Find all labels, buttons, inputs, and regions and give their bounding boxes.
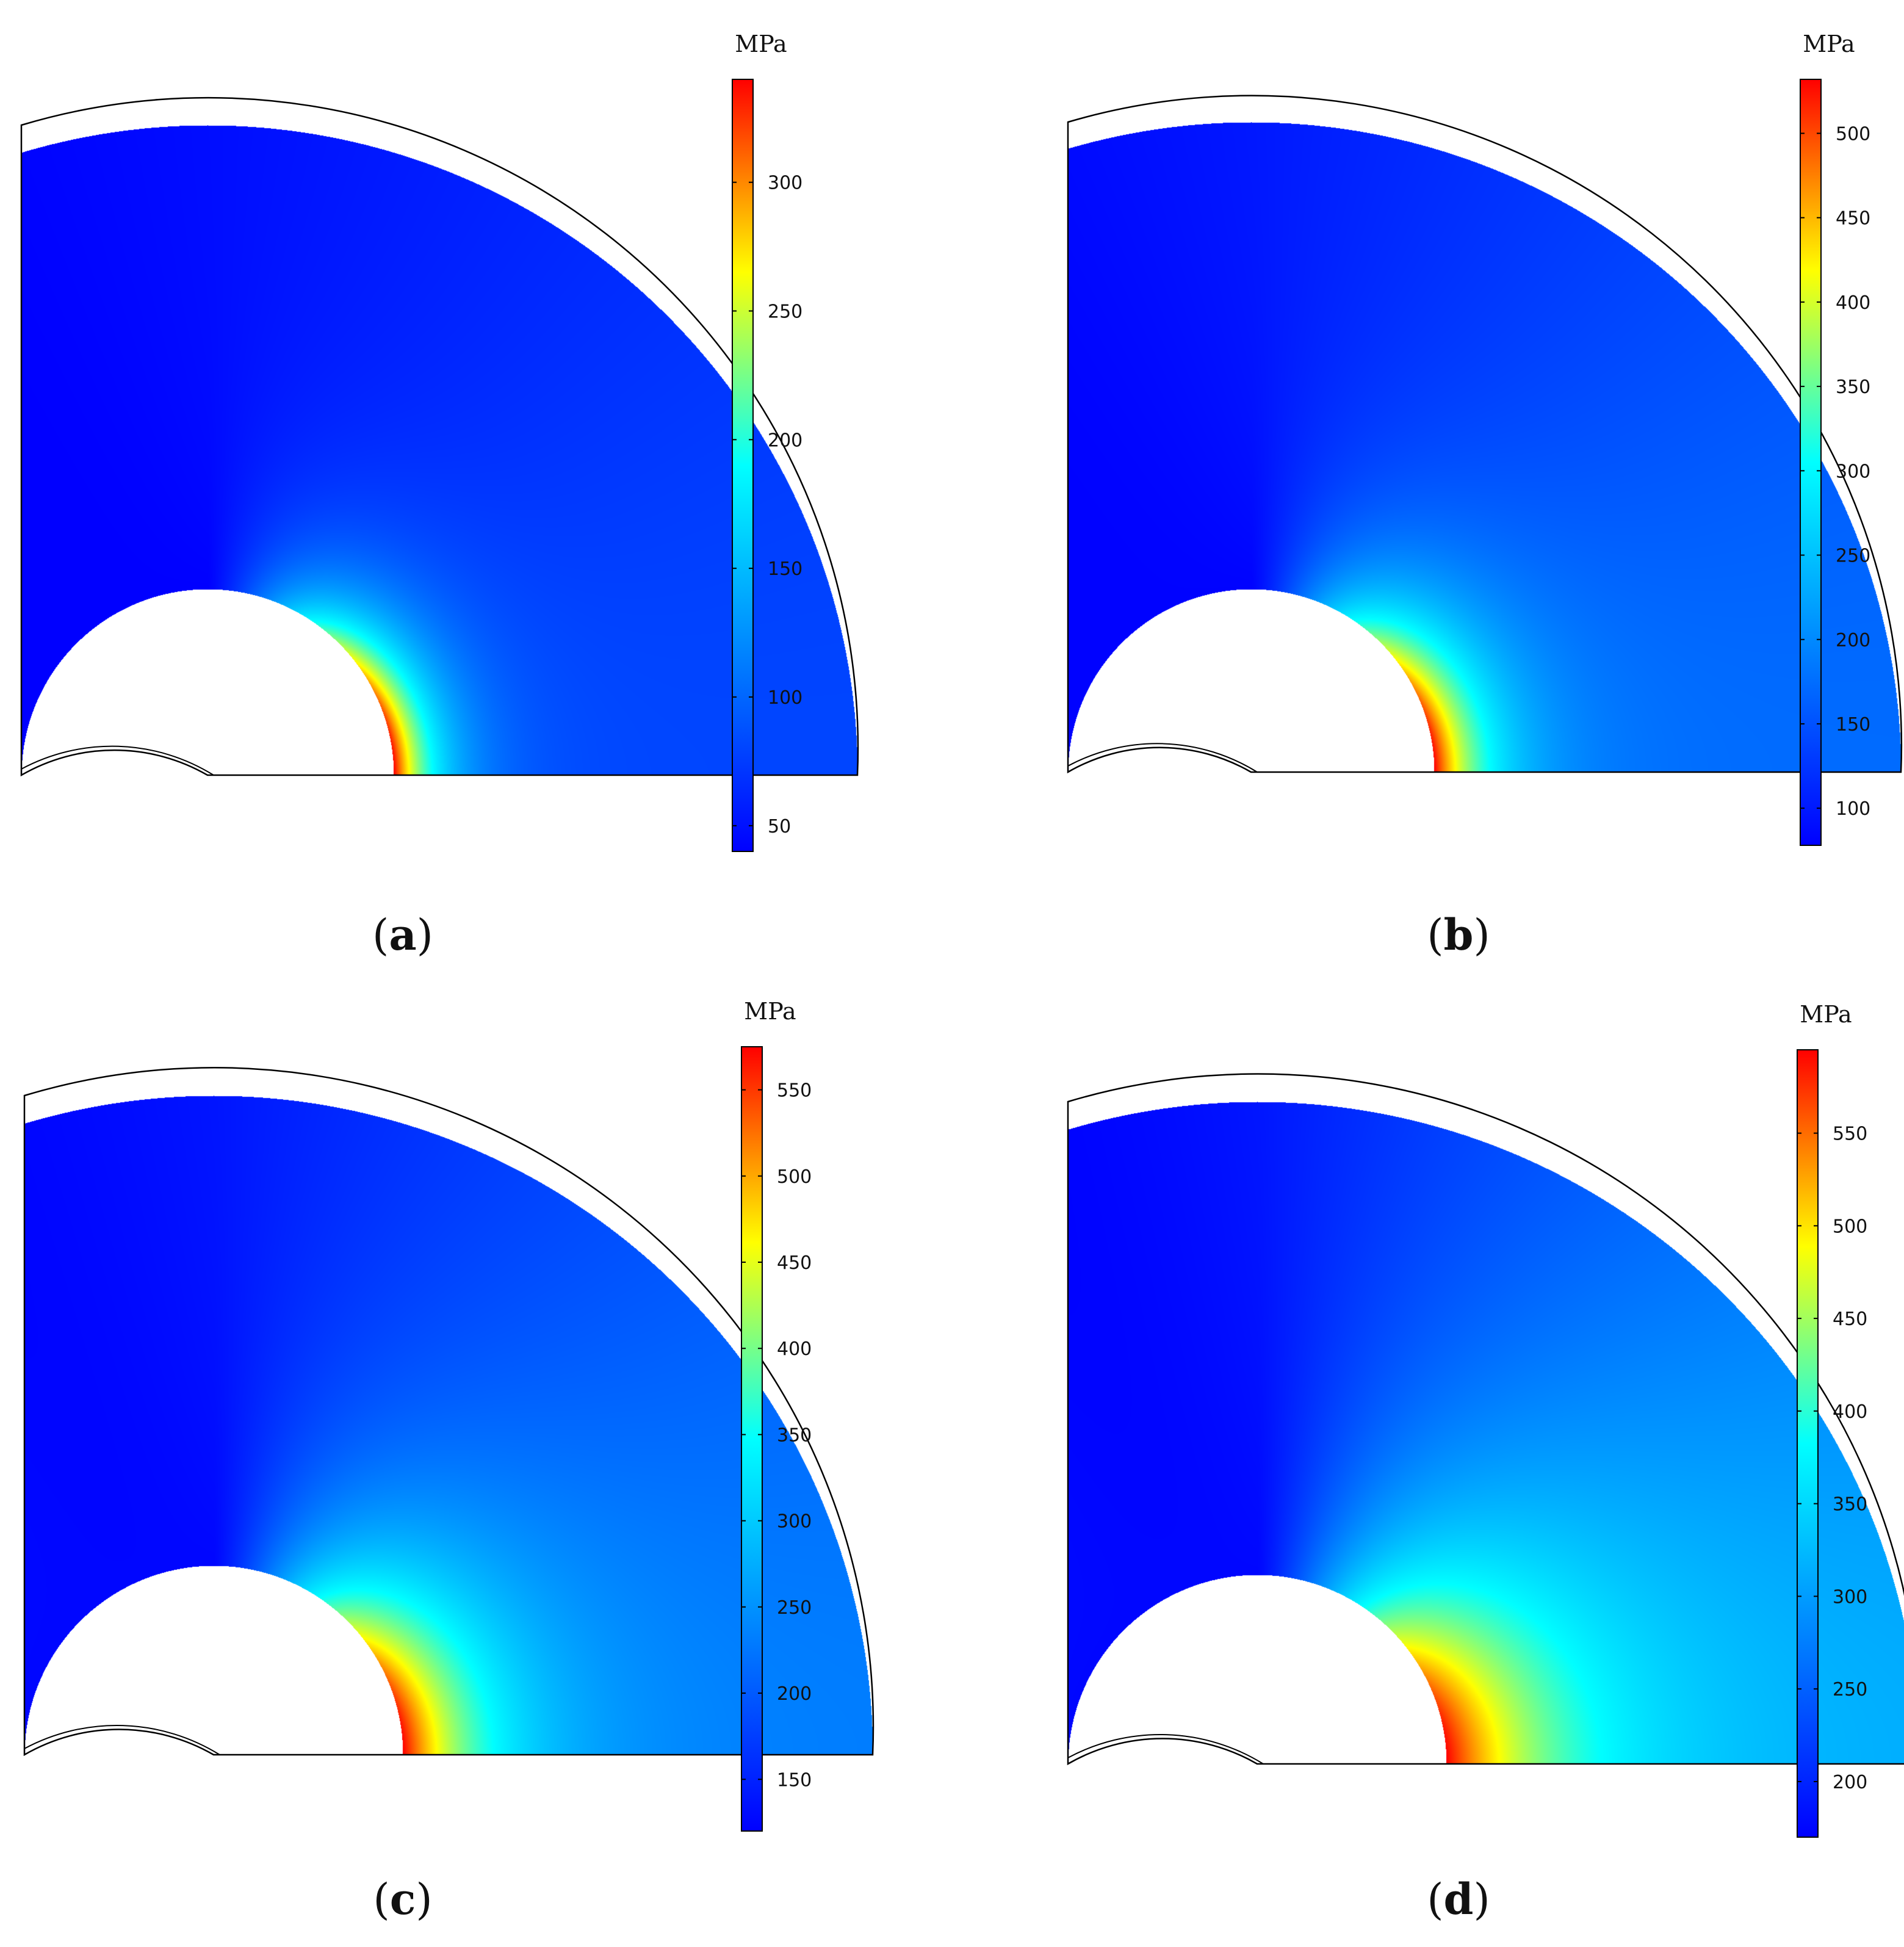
stress-field-a bbox=[21, 125, 857, 776]
colorbar-tick-label: 500 bbox=[1833, 1216, 1867, 1237]
colorbar-tick-label: 200 bbox=[1836, 630, 1870, 651]
colorbar-tick-label: 100 bbox=[768, 687, 802, 709]
colorbar-tick-label: 350 bbox=[1836, 377, 1870, 398]
stress-plot-b: MPa 100 150 200 250 300 350 400 450 500 bbox=[1067, 18, 1904, 934]
colorbar-tick-label: 500 bbox=[1836, 123, 1870, 145]
colorbar-tick-label: 300 bbox=[768, 173, 802, 194]
colorbar-tick-label: 550 bbox=[1833, 1124, 1867, 1145]
colorbar-tick-label: 150 bbox=[1836, 714, 1870, 735]
colorbar-b bbox=[1800, 79, 1822, 846]
panel-svg-d: MPa 200 250 300 350 400 450 500 550 bbox=[1067, 1001, 1904, 1838]
caption-b: (b) bbox=[1427, 909, 1490, 960]
colorbar-d bbox=[1797, 1049, 1819, 1838]
stress-plot-c: MPa 150 200 250 300 350 400 450 500 550 bbox=[18, 983, 934, 1898]
colorbar-unit-c: MPa bbox=[744, 998, 796, 1025]
colorbar-tick-label: 300 bbox=[777, 1511, 812, 1533]
colorbar-tick-label: 450 bbox=[1833, 1309, 1867, 1330]
colorbar-tick-label: 250 bbox=[1833, 1679, 1867, 1700]
colorbar-tick-label: 500 bbox=[777, 1166, 812, 1188]
colorbar-tick-label: 200 bbox=[777, 1683, 812, 1705]
liner-arc-b bbox=[1067, 743, 1258, 773]
colorbar-unit-a: MPa bbox=[735, 31, 787, 57]
panel-svg-c: MPa 150 200 250 300 350 400 450 500 550 bbox=[23, 998, 874, 1832]
stress-field-c bbox=[24, 1096, 873, 1755]
colorbar-a bbox=[732, 79, 754, 852]
colorbar-tick-label: 300 bbox=[1836, 461, 1870, 482]
colorbar-tick-label: 450 bbox=[777, 1252, 812, 1274]
colorbar-unit-d: MPa bbox=[1800, 1001, 1852, 1028]
colorbar-tick-label: 400 bbox=[777, 1338, 812, 1360]
caption-d: (d) bbox=[1427, 1874, 1490, 1924]
liner-arc-d bbox=[1067, 1733, 1264, 1765]
caption-c: (c) bbox=[373, 1874, 433, 1924]
colorbar-tick-label: 250 bbox=[768, 302, 802, 323]
colorbar-tick-label: 250 bbox=[1836, 546, 1870, 567]
colorbar-tick-label: 400 bbox=[1833, 1401, 1867, 1423]
colorbar-tick-label: 200 bbox=[1833, 1772, 1867, 1793]
colorbar-tick-label: 550 bbox=[777, 1080, 812, 1102]
colorbar-unit-b: MPa bbox=[1803, 31, 1855, 57]
colorbar-tick-label: 250 bbox=[777, 1597, 812, 1619]
colorbar-tick-label: 350 bbox=[777, 1425, 812, 1446]
colorbar-tick-label: 400 bbox=[1836, 292, 1870, 314]
liner-arc-a bbox=[21, 745, 214, 776]
colorbar-tick-label: 200 bbox=[768, 430, 802, 451]
domain-outline-b bbox=[1067, 95, 1903, 774]
stress-field-d bbox=[1068, 1102, 1904, 1765]
colorbar-tick-label: 50 bbox=[768, 816, 791, 837]
colorbar-tick-label: 100 bbox=[1836, 798, 1870, 820]
colorbar-tick-label: 150 bbox=[768, 558, 802, 580]
stress-field-b bbox=[1068, 122, 1901, 773]
liner-arc-c bbox=[24, 1724, 220, 1755]
stress-plot-a: MPa 50 100 150 200 250 300 bbox=[18, 18, 934, 934]
colorbar-tick-label: 350 bbox=[1833, 1494, 1867, 1515]
panel-svg-a: MPa 50 100 150 200 250 300 bbox=[20, 31, 859, 852]
colorbar-c bbox=[741, 1046, 763, 1832]
stress-plot-d: MPa 200 250 300 350 400 450 500 550 bbox=[1067, 983, 1904, 1898]
colorbar-tick-label: 450 bbox=[1836, 208, 1870, 229]
colorbar-tick-label: 150 bbox=[777, 1769, 812, 1791]
caption-a: (a) bbox=[372, 909, 433, 960]
panel-svg-b: MPa 100 150 200 250 300 350 400 450 500 bbox=[1067, 31, 1903, 846]
colorbar-tick-label: 300 bbox=[1833, 1586, 1867, 1608]
